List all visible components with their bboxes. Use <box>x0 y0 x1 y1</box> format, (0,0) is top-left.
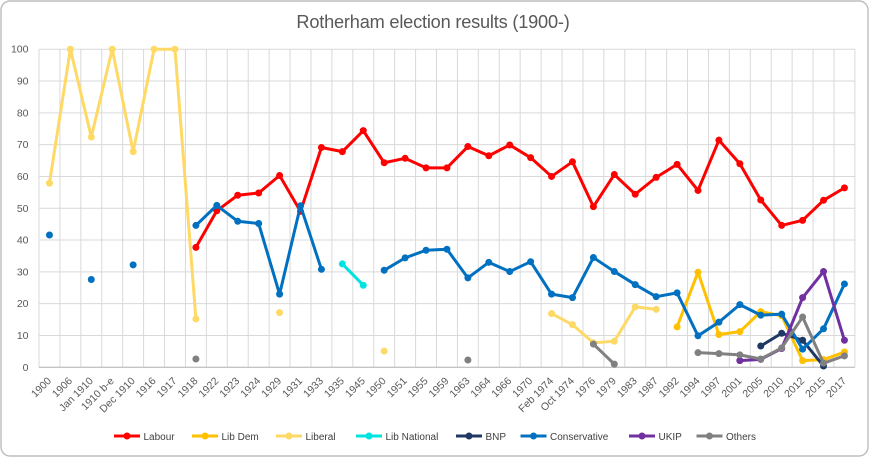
svg-text:UKIP: UKIP <box>659 432 683 443</box>
svg-text:80: 80 <box>17 107 29 119</box>
svg-text:20: 20 <box>17 298 29 310</box>
svg-text:BNP: BNP <box>486 432 507 443</box>
svg-text:60: 60 <box>17 171 29 183</box>
svg-text:Lib Dem: Lib Dem <box>222 432 259 443</box>
svg-text:Lib National: Lib National <box>386 432 439 443</box>
svg-text:100: 100 <box>11 44 29 56</box>
svg-text:40: 40 <box>17 235 29 247</box>
svg-text:70: 70 <box>17 139 29 151</box>
svg-text:Conservative: Conservative <box>550 432 609 443</box>
svg-text:30: 30 <box>17 266 29 278</box>
svg-text:50: 50 <box>17 203 29 215</box>
svg-text:10: 10 <box>17 330 29 342</box>
svg-text:Liberal: Liberal <box>306 432 336 443</box>
svg-text:Rotherham election results (19: Rotherham election results (1900-) <box>296 12 569 32</box>
svg-text:Labour: Labour <box>144 432 176 443</box>
svg-text:0: 0 <box>23 362 29 374</box>
svg-text:90: 90 <box>17 76 29 88</box>
svg-text:Others: Others <box>726 432 756 443</box>
